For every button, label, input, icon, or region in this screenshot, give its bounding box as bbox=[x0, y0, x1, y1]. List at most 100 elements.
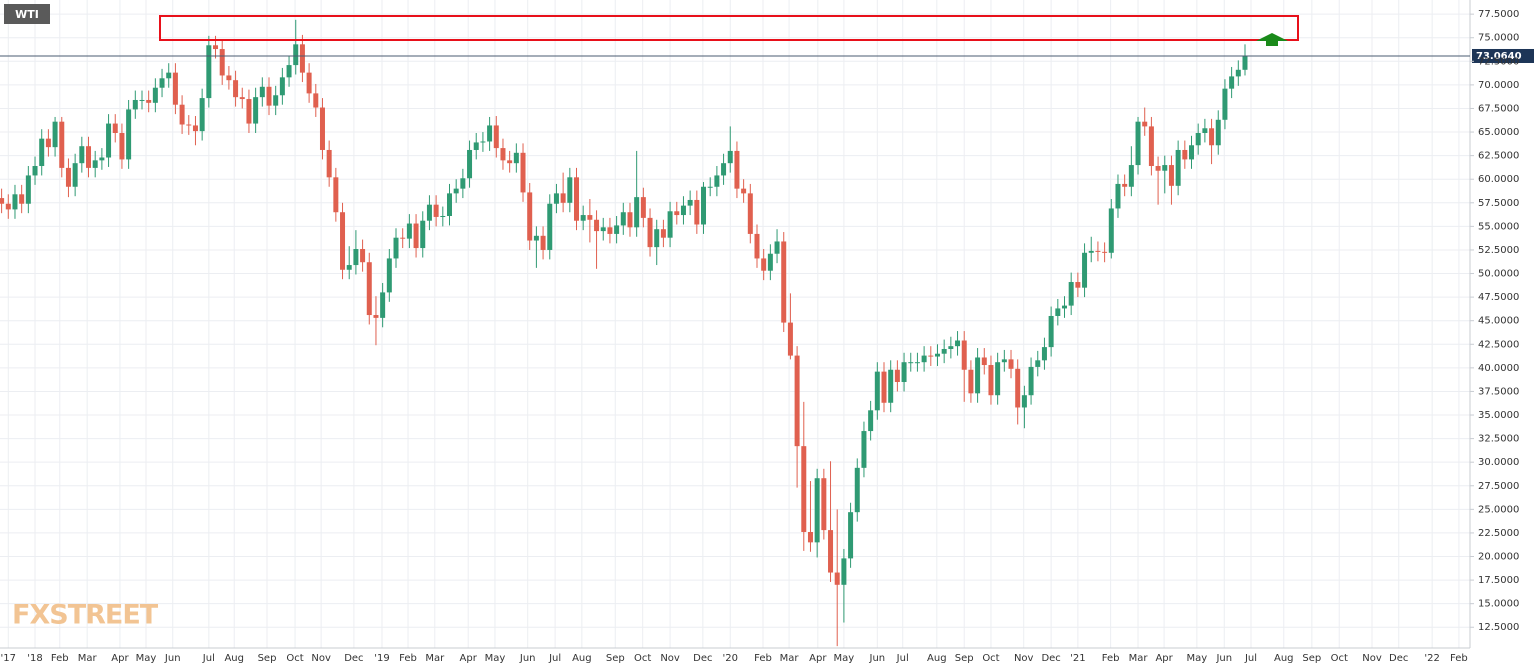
candle-body bbox=[553, 193, 559, 204]
candle-body bbox=[667, 211, 673, 238]
candle-body bbox=[527, 192, 533, 241]
candle-body bbox=[12, 194, 18, 210]
y-tick-label: 27.5000 bbox=[1478, 481, 1519, 492]
candle-body bbox=[319, 107, 325, 150]
candle-body bbox=[687, 199, 693, 206]
candle-body bbox=[206, 45, 212, 99]
y-tick-label: 17.5000 bbox=[1478, 575, 1519, 586]
x-tick-label: Nov bbox=[660, 653, 680, 664]
arrow-stem bbox=[1266, 40, 1278, 46]
candle-body bbox=[1182, 149, 1188, 160]
x-tick-label: '18 bbox=[27, 653, 42, 664]
candle-body bbox=[841, 558, 847, 585]
candle-body bbox=[914, 362, 920, 364]
candle-body bbox=[1008, 359, 1014, 369]
candle-body bbox=[453, 188, 459, 194]
candle-body bbox=[1068, 282, 1074, 306]
candle-body bbox=[680, 205, 686, 216]
watermark-logo: FXSTREET bbox=[12, 600, 159, 631]
candle-body bbox=[226, 75, 232, 81]
candle-body bbox=[660, 229, 666, 238]
candle-body bbox=[25, 175, 31, 204]
arrow-head bbox=[1256, 33, 1288, 41]
candle-body bbox=[727, 150, 733, 164]
candle-body bbox=[654, 229, 660, 248]
symbol-label: WTI bbox=[15, 8, 39, 21]
candle-body bbox=[754, 233, 760, 259]
candle-body bbox=[386, 258, 392, 293]
candle-body bbox=[487, 125, 493, 142]
y-tick-label: 67.5000 bbox=[1478, 103, 1519, 114]
candle-body bbox=[888, 369, 894, 403]
candle-body bbox=[239, 97, 245, 100]
x-tick-label: Feb bbox=[399, 653, 417, 664]
candle-body bbox=[1148, 126, 1154, 167]
x-tick-label: Oct bbox=[982, 653, 999, 664]
candle-body bbox=[139, 99, 145, 101]
y-tick-label: 65.0000 bbox=[1478, 127, 1519, 138]
y-tick-label: 55.0000 bbox=[1478, 221, 1519, 232]
candle-body bbox=[928, 355, 934, 357]
x-tick-label: Aug bbox=[224, 653, 244, 664]
candle-body bbox=[1175, 149, 1181, 186]
candle-body bbox=[881, 371, 887, 403]
y-tick-label: 62.5000 bbox=[1478, 151, 1519, 162]
candle-body bbox=[446, 193, 452, 216]
candle-body bbox=[159, 78, 165, 88]
candle-body bbox=[941, 348, 947, 354]
candle-body bbox=[273, 95, 279, 106]
candle-body bbox=[1055, 308, 1061, 316]
candle-body bbox=[1015, 368, 1021, 408]
candle-body bbox=[674, 211, 680, 216]
candle-body bbox=[1041, 347, 1047, 361]
y-tick-label: 75.0000 bbox=[1478, 33, 1519, 44]
candle-body bbox=[908, 362, 914, 364]
current-price-box bbox=[1472, 48, 1534, 63]
candle-body bbox=[346, 265, 352, 270]
candle-body bbox=[52, 121, 58, 148]
x-tick-label: May bbox=[1187, 653, 1208, 664]
candle-body bbox=[313, 93, 319, 108]
x-tick-label: Apr bbox=[1155, 653, 1173, 664]
y-tick-label: 35.0000 bbox=[1478, 410, 1519, 421]
y-tick-label: 77.5000 bbox=[1478, 9, 1519, 20]
x-tick-label: Dec bbox=[693, 653, 712, 664]
candle-body bbox=[1075, 282, 1081, 288]
x-tick-label: Feb bbox=[1450, 653, 1468, 664]
candle-body bbox=[1162, 165, 1168, 171]
candle-body bbox=[0, 198, 5, 204]
x-tick-label: Sep bbox=[258, 653, 277, 664]
candle-body bbox=[172, 72, 178, 105]
candle-body bbox=[420, 220, 426, 249]
candle-body bbox=[1048, 315, 1054, 348]
candle-body bbox=[152, 87, 158, 103]
grid bbox=[0, 0, 1470, 648]
candle-body bbox=[594, 219, 600, 232]
candle-body bbox=[1189, 145, 1195, 160]
candle-body bbox=[848, 512, 854, 559]
candle-body bbox=[366, 262, 372, 316]
symbol-box bbox=[4, 4, 50, 24]
candle-body bbox=[500, 148, 506, 161]
x-tick-label: Mar bbox=[425, 653, 445, 664]
candle-body bbox=[45, 138, 51, 148]
x-tick-label: Aug bbox=[1274, 653, 1294, 664]
candle-body bbox=[861, 431, 867, 468]
candle-body bbox=[580, 215, 586, 221]
candle-body bbox=[614, 225, 620, 234]
x-tick-label: Sep bbox=[1302, 653, 1321, 664]
candle-body bbox=[587, 215, 593, 220]
candle-body bbox=[5, 203, 11, 210]
x-tick-label: Sep bbox=[606, 653, 625, 664]
candle-body bbox=[868, 410, 874, 432]
candle-body bbox=[955, 340, 961, 347]
candle-body bbox=[607, 227, 613, 234]
y-tick-label: 20.0000 bbox=[1478, 552, 1519, 563]
candle-body bbox=[413, 223, 419, 249]
candle-body bbox=[854, 467, 860, 513]
candle-body bbox=[99, 157, 105, 161]
y-tick-label: 45.0000 bbox=[1478, 316, 1519, 327]
x-tick-label: May bbox=[136, 653, 157, 664]
candle-body bbox=[360, 249, 366, 263]
y-tick-label: 50.0000 bbox=[1478, 269, 1519, 280]
